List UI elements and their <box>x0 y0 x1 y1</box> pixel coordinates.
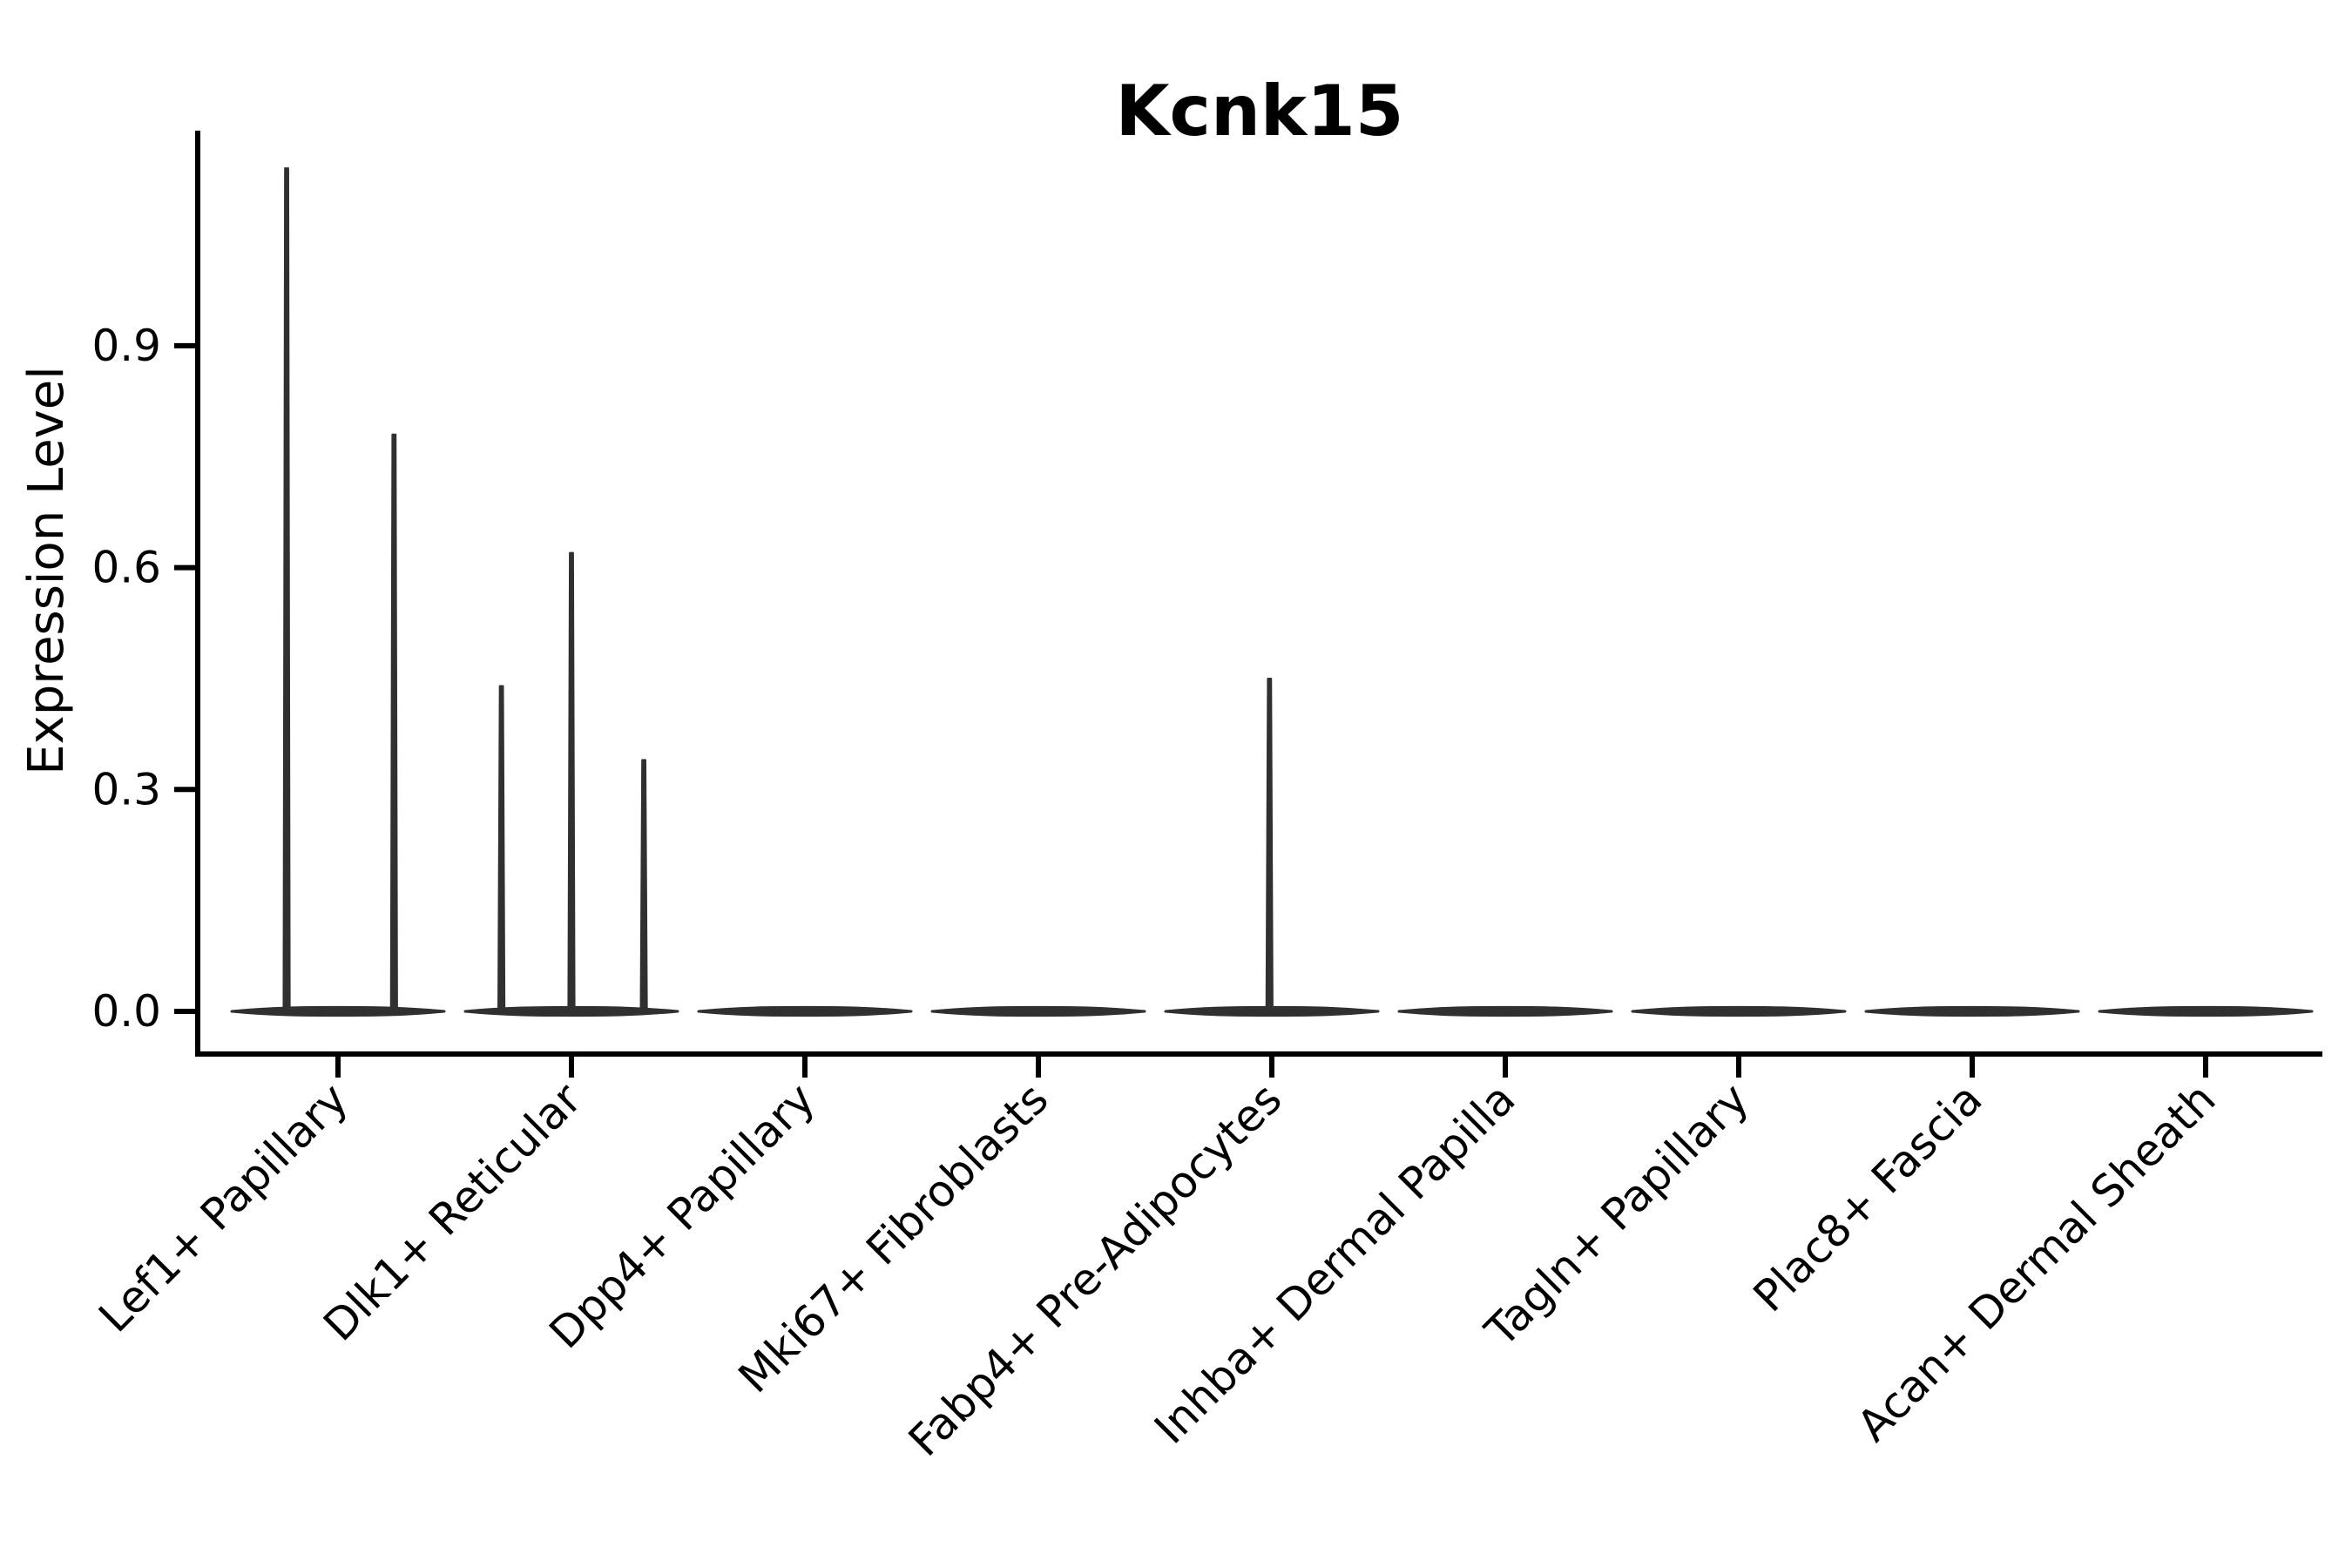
violin-spike-4-0 <box>1265 677 1274 1014</box>
x-tick-label-4: Fabp4+ Pre-Adipocytes <box>899 1073 1292 1466</box>
violin-base-3 <box>930 1005 1146 1017</box>
violin-base-5 <box>1397 1005 1613 1017</box>
y-tick-label-1: 0.3 <box>91 764 161 814</box>
violin-spike-1-1 <box>567 551 576 1014</box>
violin-spike-1-2 <box>639 759 648 1014</box>
x-tick-label-7: Plac8+ Fascia <box>1744 1073 1992 1321</box>
y-axis-label: Expression Level <box>18 366 75 775</box>
axes-spines <box>195 131 2322 1057</box>
y-axis-ticks: 0.0 0.3 0.6 0.9 <box>91 321 198 1037</box>
violin-spike-1-0 <box>497 685 506 1014</box>
axes-spine-path <box>195 131 2322 1057</box>
violins-layer <box>230 167 2314 1017</box>
violin-spike-0-0 <box>282 167 291 1014</box>
x-tick-label-1: Dlk1+ Reticular <box>314 1073 591 1350</box>
y-tick-label-0: 0.0 <box>91 986 161 1037</box>
violin-base-6 <box>1631 1005 1847 1017</box>
violin-base-0 <box>230 1005 446 1017</box>
y-tick-label-3: 0.9 <box>91 321 161 371</box>
violin-base-8 <box>2098 1005 2314 1017</box>
violin-spike-0-1 <box>389 433 398 1014</box>
x-tick-label-0: Lef1+ Papillary <box>89 1073 357 1342</box>
violin-base-7 <box>1864 1005 2080 1017</box>
violin-base-2 <box>697 1005 913 1017</box>
y-tick-label-2: 0.6 <box>91 543 161 593</box>
chart-title: Kcnk15 <box>1116 71 1404 152</box>
